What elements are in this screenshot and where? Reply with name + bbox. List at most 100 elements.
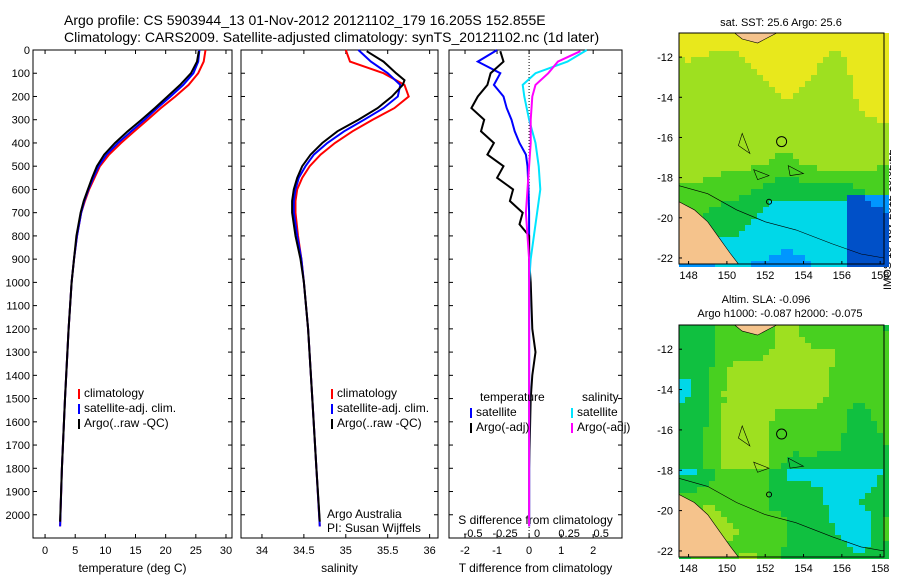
- map-cell: [841, 511, 847, 517]
- map-cell: [829, 153, 835, 159]
- map-cell: [769, 171, 775, 177]
- map-cell: [703, 403, 709, 409]
- map-cell: [757, 237, 763, 243]
- map-cell: [727, 355, 733, 361]
- map-cell: [883, 183, 889, 189]
- xtick-label: 25: [190, 545, 202, 557]
- map-cell: [871, 135, 877, 141]
- map-cell: [781, 57, 787, 63]
- map-cell: [781, 367, 787, 373]
- map-cell: [739, 153, 745, 159]
- map-cell: [691, 87, 697, 93]
- map-cell: [727, 409, 733, 415]
- map-cell: [775, 51, 781, 57]
- map-cell: [727, 349, 733, 355]
- map-cell: [835, 249, 841, 255]
- map-cell: [871, 529, 877, 535]
- map-cell: [751, 159, 757, 165]
- map-cell: [823, 409, 829, 415]
- map-cell: [835, 183, 841, 189]
- map-cell: [691, 433, 697, 439]
- map-cell: [709, 325, 715, 331]
- map-cell: [697, 105, 703, 111]
- map-cell: [877, 433, 883, 439]
- map-cell: [721, 331, 727, 337]
- map-cell: [763, 457, 769, 463]
- xtick-label: 2: [590, 545, 596, 557]
- map-cell: [715, 165, 721, 171]
- map-cell: [835, 165, 841, 171]
- map-cell: [787, 207, 793, 213]
- map-cell: [769, 343, 775, 349]
- map-cell: [685, 337, 691, 343]
- map-cell: [781, 63, 787, 69]
- map-cell: [727, 391, 733, 397]
- map-cell: [691, 379, 697, 385]
- map-cell: [739, 379, 745, 385]
- map-cell: [883, 219, 889, 225]
- map-cell: [763, 523, 769, 529]
- map-cell: [691, 177, 697, 183]
- map-cell: [865, 325, 871, 331]
- map-cell: [769, 361, 775, 367]
- map-cell: [805, 81, 811, 87]
- map-cell: [817, 93, 823, 99]
- map-cell: [685, 451, 691, 457]
- map-cell: [757, 409, 763, 415]
- map-cell: [769, 189, 775, 195]
- map-cell: [691, 451, 697, 457]
- map-cell: [715, 397, 721, 403]
- map-cell: [787, 123, 793, 129]
- map-cell: [697, 487, 703, 493]
- map-cell: [835, 433, 841, 439]
- map-cell: [847, 481, 853, 487]
- ytick-label: 200: [12, 91, 30, 103]
- map-cell: [781, 451, 787, 457]
- map-cell: [865, 439, 871, 445]
- xtick-label-salinity: 0.5: [594, 528, 609, 540]
- map-cell: [751, 481, 757, 487]
- map-ytick-label: -14: [657, 385, 673, 397]
- map-cell: [727, 499, 733, 505]
- annotation-text: PI: Susan Wijffels: [327, 521, 421, 535]
- map-cell: [859, 147, 865, 153]
- map-cell: [799, 523, 805, 529]
- map-cell: [745, 219, 751, 225]
- map-cell: [871, 99, 877, 105]
- map-cell: [691, 457, 697, 463]
- map-cell: [757, 117, 763, 123]
- map-cell: [775, 541, 781, 547]
- map-cell: [817, 57, 823, 63]
- map-cell: [787, 463, 793, 469]
- map-cell: [763, 361, 769, 367]
- map-cell: [817, 135, 823, 141]
- map-cell: [871, 111, 877, 117]
- map-cell: [829, 141, 835, 147]
- map-cell: [865, 415, 871, 421]
- map-cell: [727, 219, 733, 225]
- map-cell: [829, 237, 835, 243]
- map-cell: [859, 195, 865, 201]
- map-cell: [745, 469, 751, 475]
- map-cell: [721, 487, 727, 493]
- map-cell: [847, 523, 853, 529]
- map-cell: [883, 213, 889, 219]
- map-cell: [775, 189, 781, 195]
- map-cell: [829, 355, 835, 361]
- map-cell: [799, 421, 805, 427]
- map-cell: [817, 355, 823, 361]
- map-cell: [829, 379, 835, 385]
- map-cell: [691, 165, 697, 171]
- map-cell: [865, 355, 871, 361]
- map-cell: [727, 445, 733, 451]
- map-cell: [751, 391, 757, 397]
- map-cell: [859, 547, 865, 553]
- map-cell: [823, 177, 829, 183]
- map-cell: [709, 343, 715, 349]
- map-cell: [763, 379, 769, 385]
- map-cell: [715, 505, 721, 511]
- map-cell: [841, 189, 847, 195]
- map-cell: [877, 475, 883, 481]
- map-cell: [739, 255, 745, 261]
- map-cell: [757, 391, 763, 397]
